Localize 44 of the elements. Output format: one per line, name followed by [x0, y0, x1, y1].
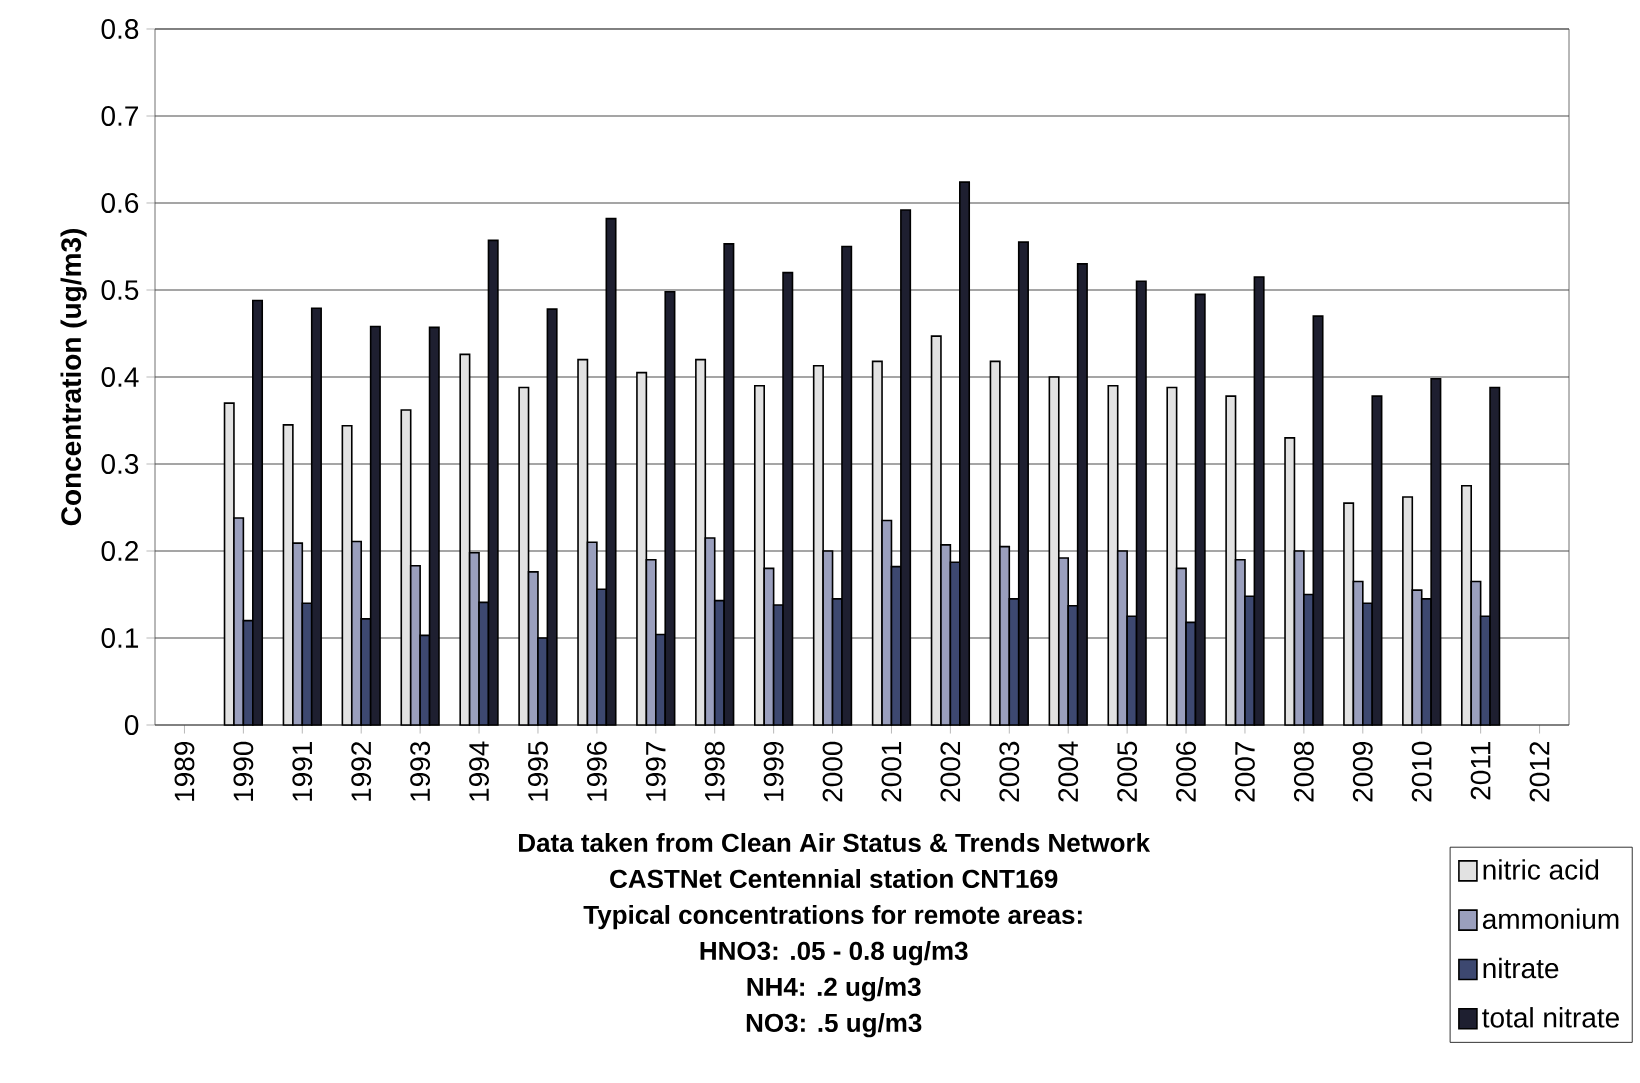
x-tick-label: 1991	[292, 741, 313, 801]
x-tick-label: 1995	[528, 741, 548, 801]
x-tick-label: 1993	[410, 741, 431, 801]
x-tick-label: 1998	[704, 741, 725, 801]
y-tick-label: 0.4	[101, 367, 139, 387]
x-tick-label: 1996	[586, 741, 607, 801]
y-tick-label: 0.6	[101, 193, 139, 213]
y-tick-label: 0	[124, 715, 139, 735]
x-tick-label: 2006	[1176, 741, 1196, 802]
x-tick-label: 2011	[1470, 741, 1491, 800]
text: HNO3: .05 - 0.8 ug/m3	[700, 940, 968, 966]
legend-label: total nitrate	[1482, 1007, 1619, 1028]
x-tick-label: 2010	[1411, 741, 1432, 802]
x-tick-label: 1990	[233, 741, 254, 801]
x-tick-label: 2007	[1235, 742, 1255, 802]
y-tick-label: 0.3	[101, 454, 139, 474]
x-tick-label: 2003	[999, 741, 1020, 802]
text: Typical concentrations for remote areas:	[583, 904, 1082, 930]
x-tick-label: 1997	[645, 742, 666, 801]
x-tick-label: 2005	[1117, 741, 1138, 802]
y-tick-label: 0.2	[101, 541, 139, 561]
x-tick-label: 1994	[469, 741, 489, 801]
x-tick-label: 1989	[174, 741, 195, 801]
text: CASTNet Centennial station CNT169	[610, 868, 1058, 889]
x-tick-label: 2001	[881, 741, 902, 802]
x-tick-label: 1999	[763, 741, 784, 801]
legend-label: ammonium	[1482, 908, 1619, 930]
text: NH4: .2 ug/m3	[747, 976, 921, 1002]
y-axis-title: Concentration (ug/m3)	[60, 229, 87, 526]
x-tick-label: 2002	[940, 742, 961, 802]
text: NO3: .5 ug/m3	[746, 1012, 922, 1038]
y-tick-label: 0.1	[101, 628, 139, 648]
legend-label: nitrate	[1483, 957, 1559, 979]
y-tick-label: 0.5	[101, 280, 139, 300]
x-tick-label: 1992	[351, 742, 372, 801]
x-tick-label: 2008	[1293, 741, 1314, 802]
x-tick-label: 2012	[1529, 742, 1550, 802]
text: Data taken from Clean Air Status & Trends Network	[519, 832, 1151, 853]
x-tick-label: 2000	[822, 741, 843, 802]
x-tick-label: 2009	[1352, 741, 1373, 802]
x-tick-label: 2004	[1058, 741, 1079, 802]
y-tick-label: 0.8	[101, 19, 139, 39]
y-tick-label: 0.7	[101, 106, 139, 126]
legend-label: nitric acid	[1483, 859, 1599, 880]
